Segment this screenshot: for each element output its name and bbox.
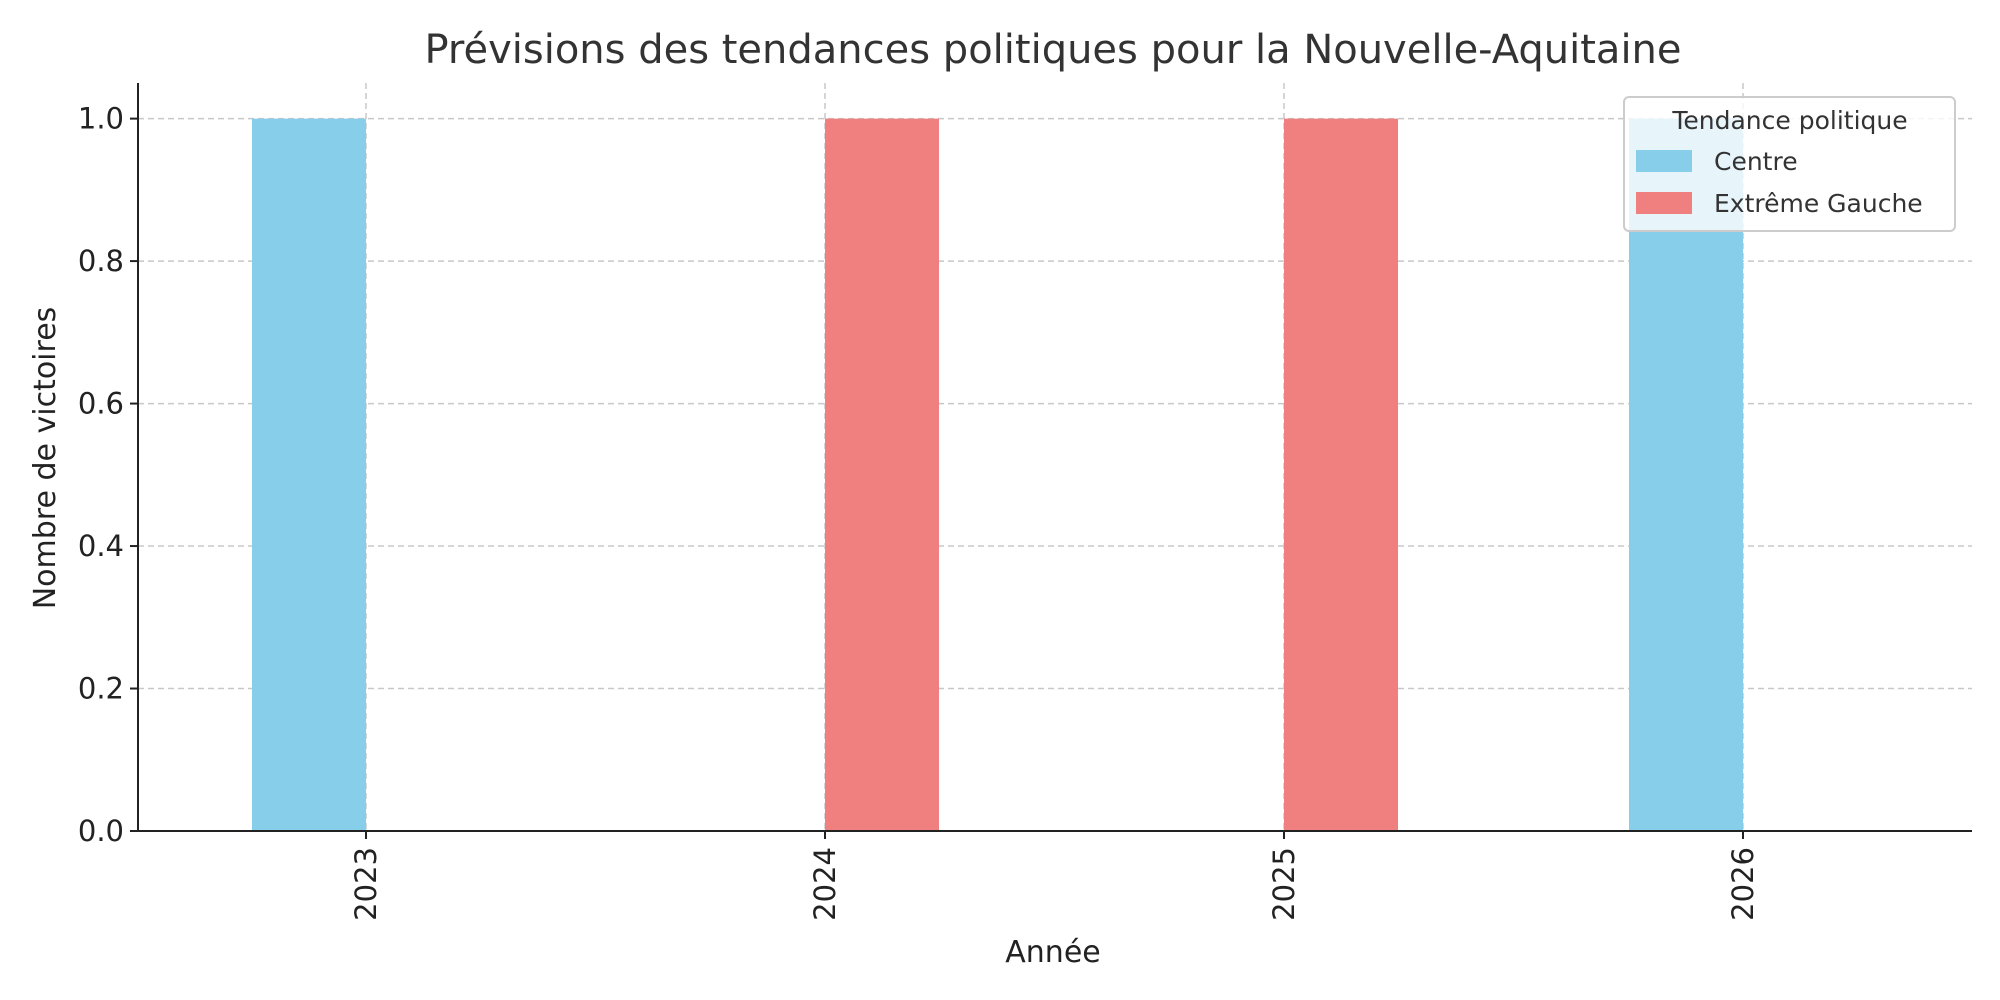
tick-labels: 0.0 0.2 0.4 0.6 0.8 1.0 2023 2024 2025 2026 [78,102,1760,921]
legend: Tendance politique Centre Extrême Gauche [1623,96,1956,232]
x-axis-label: Année [1005,935,1100,970]
x-tick-label: 2025 [1267,847,1301,921]
axes [130,83,1972,839]
legend-box [1623,96,1956,232]
y-tick-label: 0.6 [78,387,124,421]
legend-swatch [1636,192,1692,214]
x-tick-label: 2023 [349,847,383,921]
bar [252,118,366,832]
x-tick-label: 2024 [808,847,842,921]
x-tick-label: 2026 [1726,847,1760,921]
chart-title: Prévisions des tendances politiques pour… [424,27,1681,73]
y-tick-label: 0.8 [78,244,124,278]
bar [825,118,939,832]
y-axis-label: Nombre de victoires [28,307,63,610]
y-tick-label: 0.4 [78,529,124,563]
y-tick-label: 0.2 [78,672,124,706]
bar [1629,118,1743,832]
legend-swatch [1636,150,1692,172]
y-tick-label: 1.0 [78,102,124,136]
legend-label: Extrême Gauche [1714,189,1923,218]
bar [1284,118,1398,832]
bars [252,118,1743,832]
legend-label: Centre [1714,147,1798,176]
y-tick-label: 0.0 [78,814,124,848]
legend-title: Tendance politique [1671,106,1907,135]
